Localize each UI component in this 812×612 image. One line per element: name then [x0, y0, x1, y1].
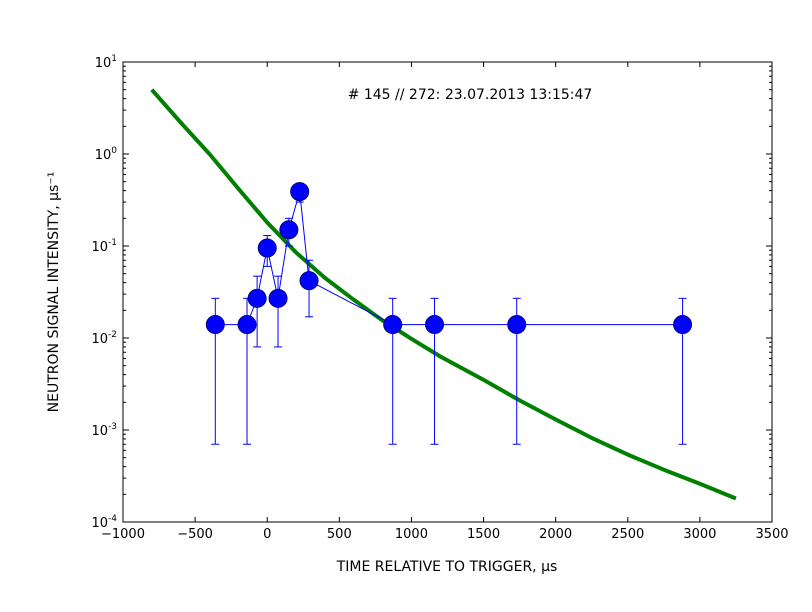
data-point	[290, 182, 310, 202]
x-tick-label: −1000	[101, 527, 145, 542]
y-tick-label: 10-1	[91, 238, 117, 255]
x-tick-label: 1500	[467, 527, 500, 542]
y-tick-label: 10-2	[91, 330, 117, 347]
fit-curve-layer	[150, 88, 737, 501]
y-axis-ticks: 10-4 10-3 10-2 10-1 100 101	[91, 54, 772, 531]
plot-area	[123, 62, 772, 522]
data-point	[299, 271, 319, 291]
y-tick-label: 10-4	[91, 514, 117, 531]
y-tick-label: 101	[95, 54, 117, 71]
data-series-layer	[205, 182, 693, 445]
x-tick-label: 1000	[395, 527, 428, 542]
plot-frame	[122, 61, 773, 523]
y-tick-label: 10-3	[91, 422, 117, 439]
x-tick-label: −500	[177, 527, 213, 542]
x-axis-ticks: −1000 −500 0 500 1000 1500 2000 2500 3000 3500	[101, 62, 789, 542]
x-tick-label: 2500	[611, 527, 644, 542]
data-point	[237, 315, 257, 335]
x-tick-label: 2000	[539, 527, 572, 542]
data-point	[673, 315, 693, 335]
chart-title: # 145 // 272: 23.07.2013 13:15:47	[348, 87, 593, 103]
data-point	[268, 288, 288, 308]
data-point	[279, 220, 299, 240]
data-point	[383, 315, 403, 335]
x-tick-label: 3000	[683, 527, 716, 542]
data-point	[247, 288, 267, 308]
x-tick-label: 0	[263, 527, 271, 542]
y-tick-label: 100	[95, 146, 118, 163]
data-point	[507, 315, 527, 335]
y-axis-label: NEUTRON SIGNAL INTENSITY, μs⁻¹	[46, 172, 62, 413]
data-point	[425, 315, 445, 335]
x-tick-label: 3500	[755, 527, 788, 542]
x-tick-label: 500	[327, 527, 352, 542]
x-axis-label: TIME RELATIVE TO TRIGGER, μs	[336, 559, 558, 575]
data-point	[205, 315, 225, 335]
fit-curve	[150, 88, 737, 501]
data-point	[257, 238, 277, 258]
